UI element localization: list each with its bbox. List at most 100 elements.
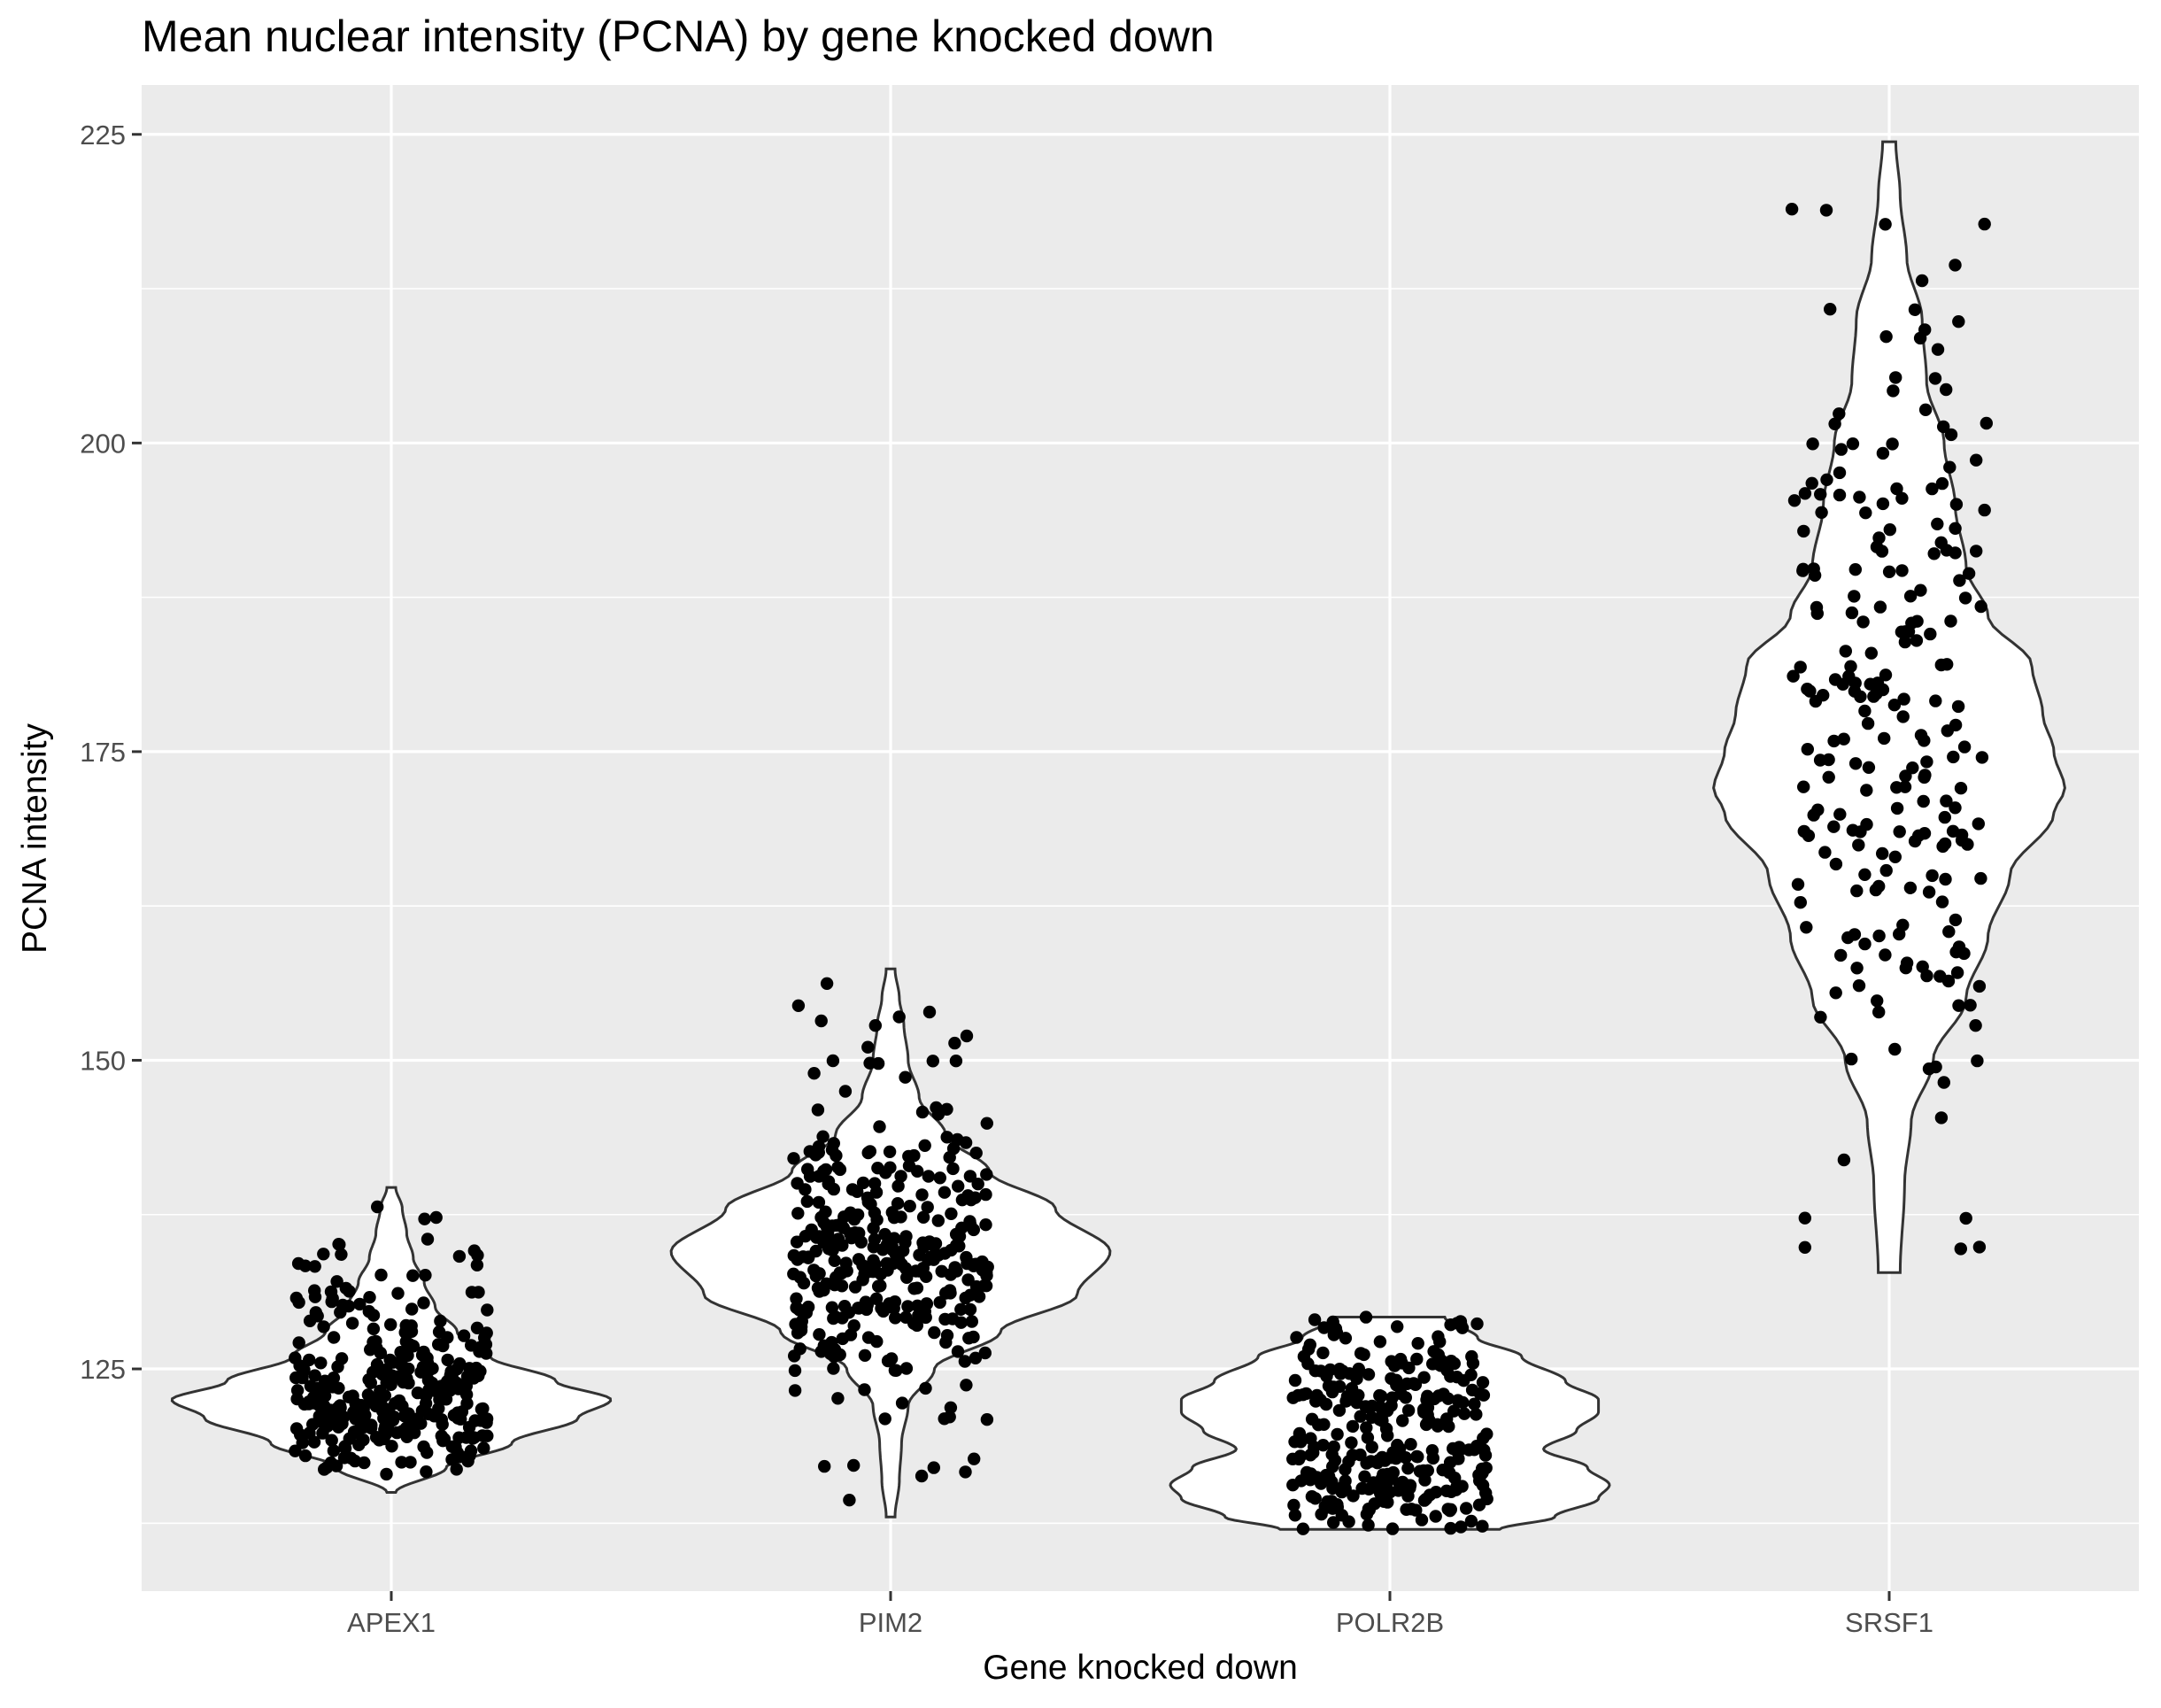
data-point bbox=[406, 1269, 420, 1282]
data-point bbox=[979, 1187, 992, 1202]
data-point bbox=[1358, 1470, 1371, 1483]
data-point bbox=[331, 1410, 344, 1425]
data-point bbox=[1882, 565, 1896, 578]
data-point bbox=[869, 1186, 884, 1199]
data-point bbox=[436, 1434, 450, 1448]
data-point bbox=[1951, 699, 1965, 714]
data-point bbox=[1429, 1486, 1443, 1499]
data-point bbox=[345, 1317, 359, 1330]
data-point bbox=[477, 1441, 490, 1455]
data-point bbox=[1409, 1503, 1423, 1517]
data-point bbox=[979, 1279, 993, 1293]
data-point bbox=[330, 1275, 343, 1288]
data-point bbox=[831, 1161, 845, 1174]
data-point bbox=[1970, 545, 1983, 558]
data-point bbox=[915, 1188, 929, 1202]
data-point bbox=[421, 1233, 435, 1246]
data-point bbox=[374, 1268, 388, 1282]
data-point bbox=[1903, 881, 1918, 894]
data-point bbox=[1872, 929, 1886, 943]
data-point bbox=[1858, 868, 1872, 881]
data-point bbox=[968, 1452, 981, 1465]
data-point bbox=[1887, 384, 1900, 398]
data-point bbox=[415, 1404, 429, 1418]
data-point bbox=[1814, 1010, 1827, 1024]
data-point bbox=[1887, 699, 1902, 712]
data-point bbox=[1959, 1211, 1972, 1225]
data-point bbox=[1286, 1452, 1300, 1466]
data-point bbox=[951, 1345, 965, 1358]
data-point bbox=[912, 1309, 925, 1323]
data-point bbox=[479, 1338, 493, 1351]
data-point bbox=[1476, 1519, 1489, 1533]
data-point bbox=[1815, 506, 1828, 519]
data-point bbox=[1805, 476, 1818, 490]
data-point bbox=[813, 1328, 826, 1341]
data-point bbox=[953, 1240, 966, 1253]
data-point bbox=[1290, 1331, 1303, 1344]
data-point bbox=[470, 1258, 484, 1272]
data-point bbox=[338, 1441, 352, 1456]
data-point bbox=[944, 1287, 957, 1300]
data-point bbox=[1370, 1457, 1385, 1470]
data-point bbox=[1362, 1503, 1376, 1516]
data-point bbox=[1785, 203, 1799, 216]
data-point bbox=[971, 1178, 984, 1191]
data-point bbox=[1326, 1481, 1339, 1495]
y-tick-label: 200 bbox=[80, 428, 126, 459]
data-point bbox=[1288, 1509, 1302, 1522]
data-point bbox=[899, 1362, 914, 1375]
data-point bbox=[1421, 1389, 1434, 1403]
data-point bbox=[429, 1210, 443, 1225]
data-point bbox=[1879, 669, 1893, 682]
data-point bbox=[1319, 1397, 1333, 1411]
data-point bbox=[1822, 770, 1835, 784]
data-point bbox=[318, 1463, 331, 1476]
data-point bbox=[371, 1200, 384, 1214]
data-point bbox=[1918, 403, 1933, 416]
data-point bbox=[1395, 1356, 1409, 1370]
data-point bbox=[980, 1265, 993, 1279]
data-point bbox=[1972, 979, 1987, 993]
data-point bbox=[1958, 591, 1972, 605]
data-point bbox=[353, 1297, 367, 1311]
data-point bbox=[396, 1352, 409, 1365]
data-point bbox=[827, 1137, 840, 1150]
data-point bbox=[787, 1267, 800, 1281]
data-point bbox=[968, 1257, 982, 1271]
data-point bbox=[1827, 820, 1841, 833]
data-point bbox=[1411, 1337, 1424, 1350]
data-point bbox=[1947, 750, 1960, 764]
data-point bbox=[1442, 1465, 1456, 1480]
data-point bbox=[1807, 562, 1820, 576]
data-point bbox=[421, 1446, 434, 1459]
y-axis: 125 150 175 200 225 bbox=[80, 120, 142, 1385]
data-point bbox=[307, 1396, 320, 1410]
data-point bbox=[967, 1223, 981, 1237]
data-point bbox=[1288, 1435, 1301, 1449]
data-point bbox=[405, 1302, 419, 1316]
data-point bbox=[927, 1461, 941, 1474]
data-point bbox=[1886, 437, 1899, 451]
data-point bbox=[327, 1331, 341, 1344]
data-point bbox=[814, 1345, 828, 1358]
data-point bbox=[1449, 1483, 1463, 1496]
data-point bbox=[812, 1170, 826, 1183]
data-point bbox=[895, 1257, 908, 1271]
data-point bbox=[1860, 817, 1873, 831]
x-tick-label-srsf1: SRSF1 bbox=[1845, 1607, 1933, 1638]
data-point bbox=[1460, 1502, 1473, 1515]
data-point bbox=[311, 1310, 324, 1323]
data-point bbox=[926, 1055, 940, 1068]
chart-title: Mean nuclear intensity (PCNA) by gene kn… bbox=[142, 12, 1215, 61]
data-point bbox=[1798, 1211, 1812, 1225]
data-point bbox=[1401, 1462, 1415, 1475]
data-point bbox=[1872, 1005, 1886, 1019]
data-point bbox=[1854, 690, 1867, 703]
data-point bbox=[1385, 1399, 1398, 1412]
data-point bbox=[1957, 947, 1971, 961]
data-point bbox=[1464, 1514, 1478, 1528]
data-point bbox=[1468, 1397, 1481, 1410]
data-point bbox=[377, 1432, 390, 1446]
data-point bbox=[861, 1195, 875, 1209]
